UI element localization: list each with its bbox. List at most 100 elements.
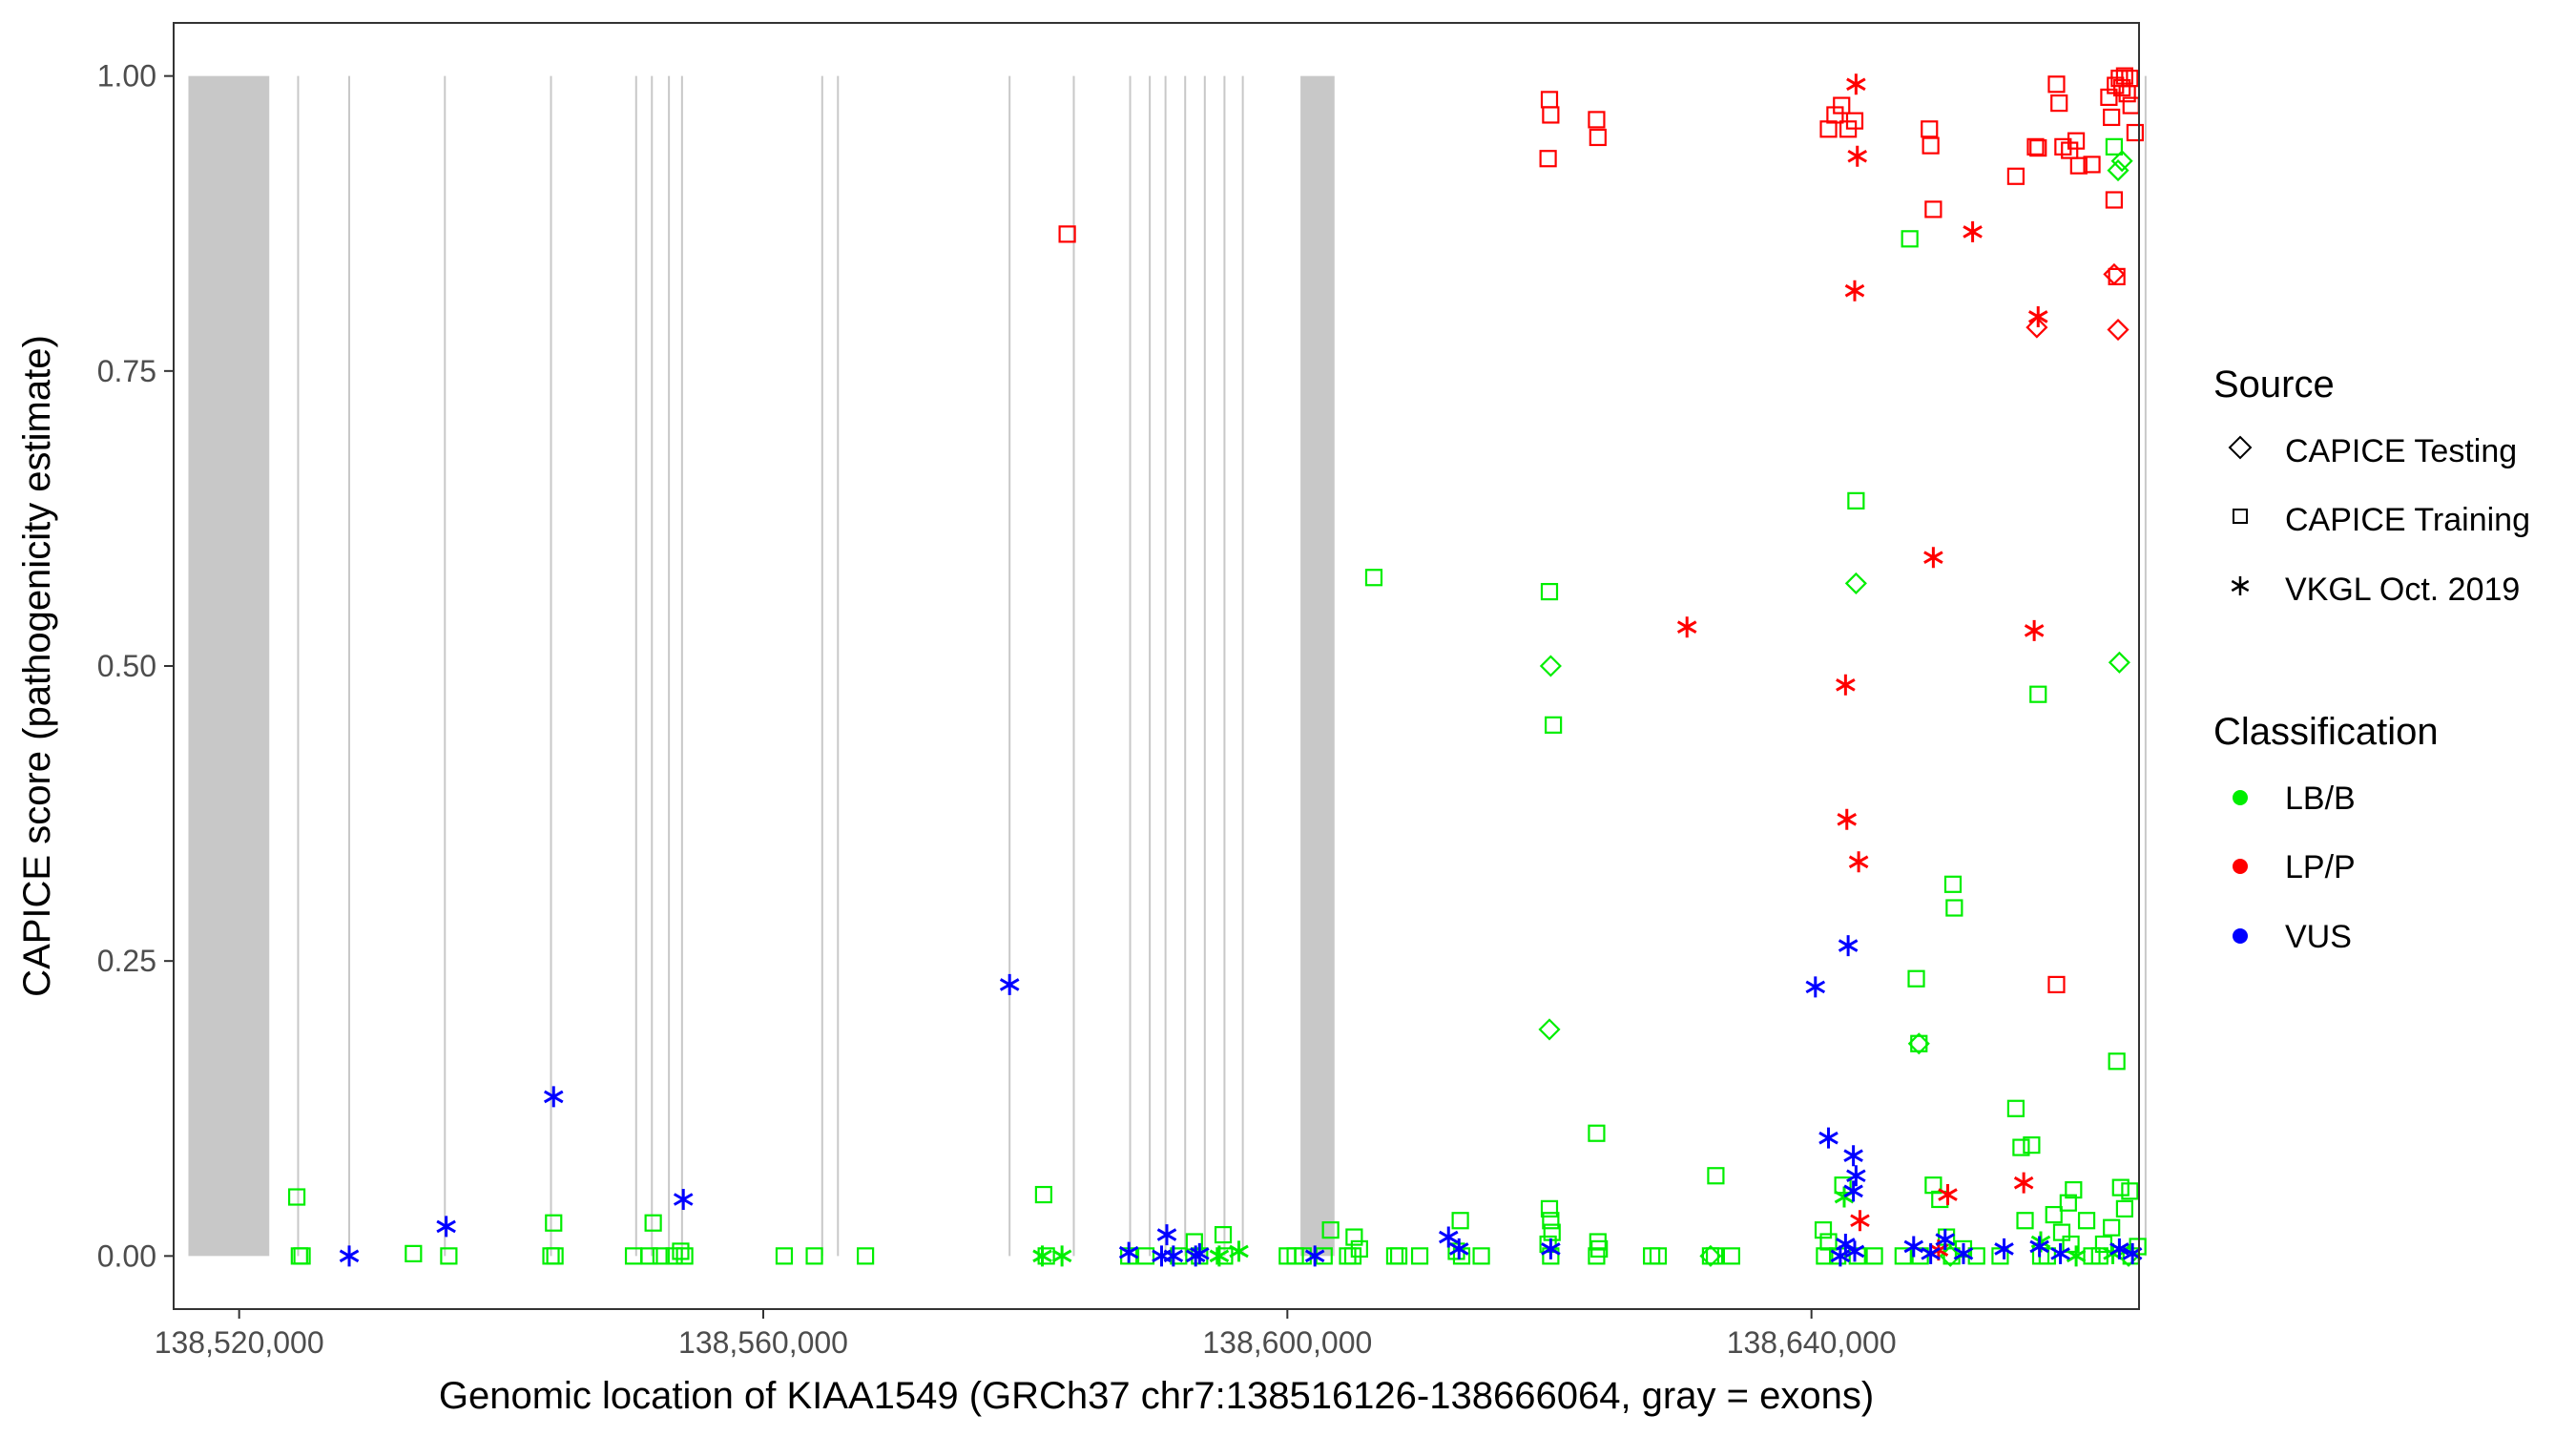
data-point-square [2006,1099,2025,1117]
y-tick-label: 0.25 [97,944,156,978]
data-point-asterisk [2050,1242,2070,1264]
legend-classification-title: Classification [2213,711,2439,753]
data-point-asterisk [1935,1229,1956,1251]
data-point-asterisk [1846,1165,1866,1187]
data-point-square [1922,136,1940,155]
data-point-square [1540,582,1559,601]
data-point-asterisk [1209,1245,1230,1267]
data-point-asterisk [1838,935,1859,957]
data-point-square [1345,1228,1363,1246]
data-point-square [1410,1247,1429,1265]
data-point-square [1705,1247,1724,1265]
data-point-square [1865,1247,1883,1265]
data-point-asterisk [1032,1245,1052,1267]
data-point-asterisk [1805,976,1826,998]
data-point-square [1722,1247,1740,1265]
data-point-square [2115,67,2133,85]
x-tick-label: 138,640,000 [1727,1325,1897,1360]
legend-source-label: CAPICE Training [2285,502,2530,538]
data-point-square [2050,94,2068,113]
data-point-square [775,1247,794,1265]
data-point-asterisk [1051,1245,1072,1267]
data-point-square [857,1247,875,1265]
data-point-square [293,1247,311,1265]
data-point-square [1589,128,1607,147]
data-point-square [2083,156,2101,174]
data-point-square [672,1242,690,1260]
data-point-asterisk [2013,1172,2034,1194]
legend-class-item: VUS [2233,919,2352,955]
data-point-square [2105,137,2124,156]
data-point-square [1819,120,1838,138]
data-point-square [1136,1247,1155,1265]
data-point-square [644,1214,662,1232]
data-point-asterisk [1963,220,1983,242]
data-point-asterisk [2066,1245,2087,1267]
data-point-square [2054,137,2072,156]
data-point-square [1921,120,1939,138]
data-point-square [1945,899,1963,917]
data-point-square [2108,267,2126,285]
data-point-diamond [2110,150,2133,173]
data-point-square [2047,75,2066,94]
legend-source-item: VKGL Oct. 2019 [2231,572,2520,608]
data-point-square [2103,1218,2121,1237]
data-point-square [2023,1135,2041,1155]
data-point-square [1847,491,1865,510]
data-point-square [2006,167,2025,185]
legend-class-label: VUS [2285,919,2352,955]
data-point-asterisk [1921,1242,1941,1264]
legend-source-item: CAPICE Testing [2228,433,2517,469]
data-point-asterisk [1843,1145,1863,1167]
data-point-square [1894,1247,1912,1265]
data-point-diamond [1844,572,1867,594]
data-point-square [2016,1212,2034,1230]
point-layer [287,67,2147,1267]
data-point-asterisk [436,1216,456,1238]
data-point-asterisk [1676,616,1697,638]
data-point-square [1845,112,1864,130]
data-point-square [2026,137,2045,156]
data-point-square [1588,111,1606,129]
data-point-diamond [1699,1244,1722,1267]
data-point-square [1364,569,1383,587]
data-point-square [2065,1180,2083,1199]
data-point-diamond [1907,1032,1930,1055]
data-point-asterisk [1843,1180,1863,1202]
data-point-asterisk [673,1188,694,1210]
data-point-square [1343,1247,1362,1265]
legend-source-label: VKGL Oct. 2019 [2285,572,2520,608]
data-point-square [287,1188,306,1206]
data-point-square [440,1247,458,1265]
legend-diamond-icon [2228,435,2253,460]
data-point-square [2126,123,2144,142]
y-tick-label: 0.50 [97,649,156,683]
x-axis-title: Genomic location of KIAA1549 (GRCh37 chr… [439,1375,1874,1417]
data-point-asterisk [1850,1210,1870,1232]
data-point-square [1907,969,1925,988]
data-point-square [2067,132,2086,150]
data-point-square [1833,96,1851,114]
data-point-square [1826,106,1844,124]
data-point-asterisk [1923,547,1943,569]
data-point-square [2103,108,2121,127]
data-point-square [2069,156,2088,175]
data-point-square [2100,88,2118,107]
legend-square-icon [2233,509,2248,524]
legend-source-item: CAPICE Training [2233,502,2530,538]
data-point-asterisk [1903,1236,1924,1258]
data-point-square [2029,685,2047,703]
data-point-asterisk [1541,1238,1561,1259]
data-point-square [2052,1223,2071,1241]
data-point-asterisk [1994,1238,2014,1259]
y-tick-label: 1.00 [97,59,156,94]
data-point-asterisk [1448,1238,1469,1259]
data-point-square [1389,1247,1408,1265]
data-point-square [1588,1124,1606,1142]
data-point-asterisk [1438,1226,1459,1248]
data-point-square [1542,106,1560,124]
exon-band [1300,75,1335,1257]
data-point-square [405,1244,423,1262]
data-point-square [1588,1247,1606,1265]
